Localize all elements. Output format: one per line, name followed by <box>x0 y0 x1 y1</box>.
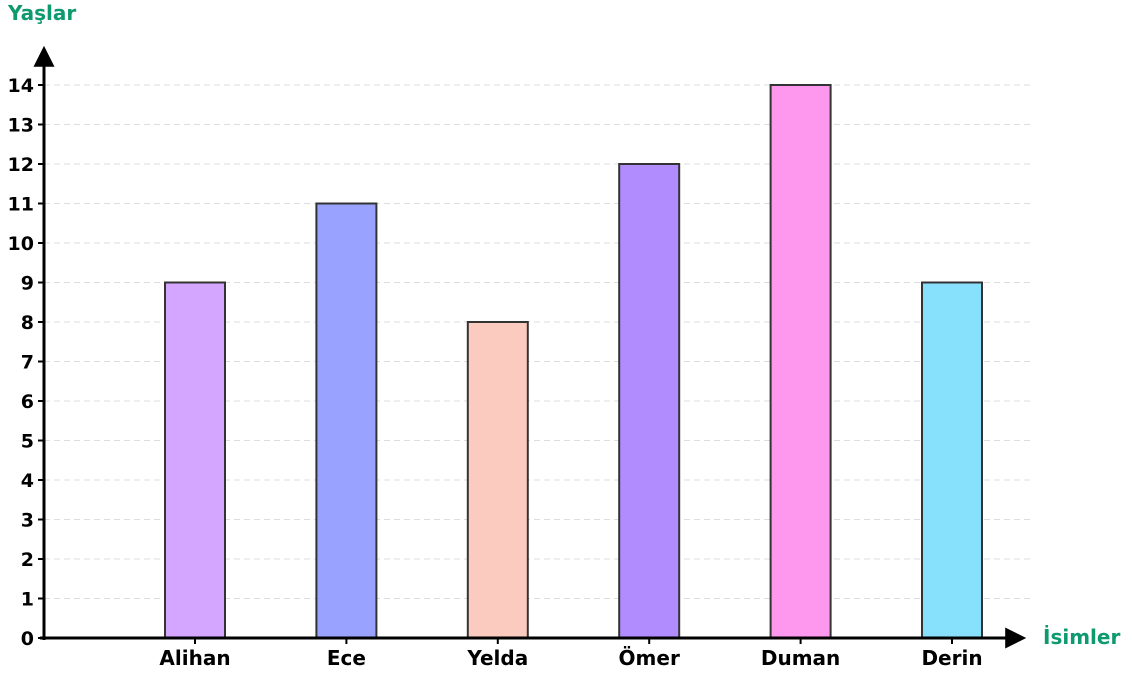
y-tick-label: 12 <box>8 154 34 176</box>
x-tick-label: Yelda <box>466 646 528 670</box>
x-tick-label: Derin <box>921 646 982 670</box>
y-tick-label: 5 <box>21 431 34 453</box>
y-tick-label: 11 <box>8 194 34 216</box>
bar-yelda <box>466 321 529 639</box>
y-tick-label: 8 <box>21 312 34 334</box>
bars <box>164 84 983 639</box>
y-tick-label: 14 <box>8 75 34 97</box>
y-tick-label: 4 <box>21 470 34 492</box>
bar-duman <box>769 84 832 639</box>
y-tick-label: 10 <box>8 233 34 255</box>
x-tick-label: Alihan <box>159 646 230 670</box>
x-tick-label: Ece <box>327 646 366 670</box>
y-tick-label: 0 <box>21 628 34 650</box>
y-axis-title: Yaşlar <box>7 1 76 25</box>
bar-derin <box>921 281 983 639</box>
x-tick-label: Ömer <box>619 646 680 670</box>
bar-ece <box>315 202 378 639</box>
axes <box>33 45 1027 649</box>
y-tick-label: 3 <box>21 510 34 532</box>
bar-ömer <box>618 163 681 639</box>
y-tick-label: 9 <box>21 273 34 295</box>
y-tick-label: 2 <box>21 549 34 571</box>
y-tick-label: 7 <box>21 352 34 374</box>
y-tick-label: 13 <box>8 115 34 137</box>
y-tick-label: 6 <box>21 391 34 413</box>
y-tick-label: 1 <box>21 589 34 611</box>
x-tick-label: Duman <box>761 646 840 670</box>
x-axis-title: İsimler <box>1043 625 1120 649</box>
x-tick-labels: Alihan Ece Yelda Ömer Duman Derin <box>159 638 983 670</box>
bar-alihan <box>164 281 226 639</box>
